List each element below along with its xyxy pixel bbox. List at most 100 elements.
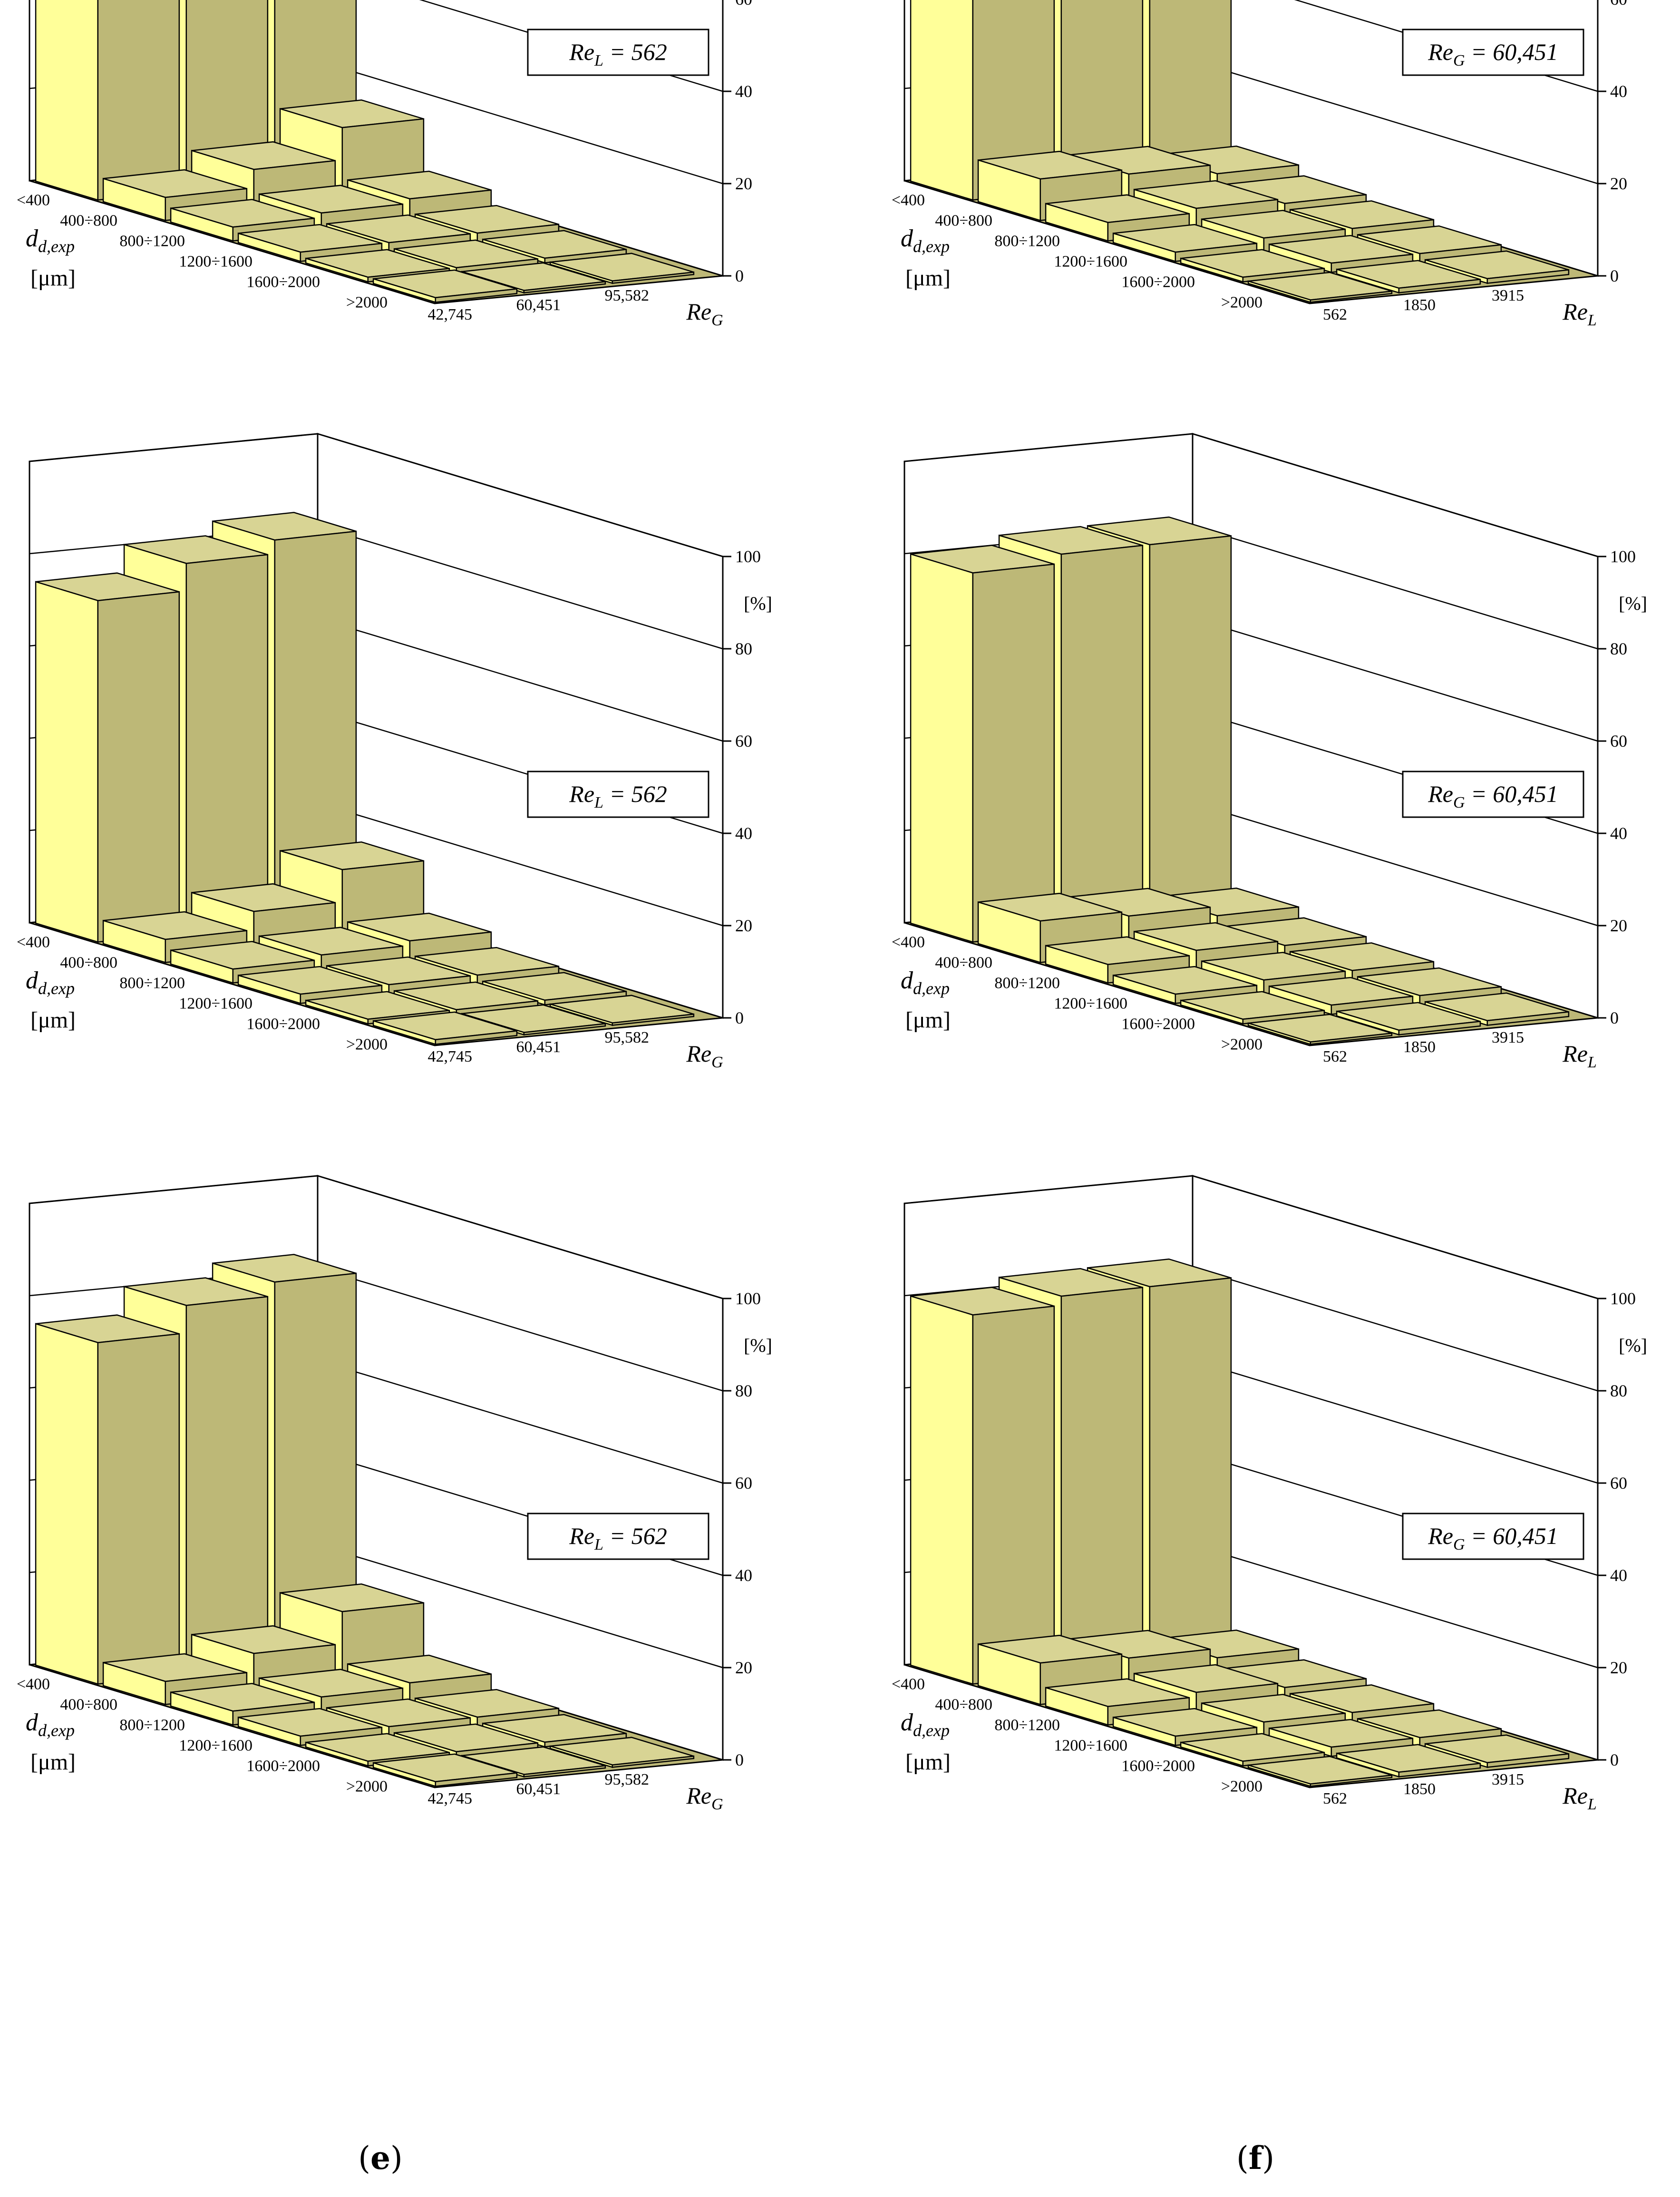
bar-side: [612, 271, 695, 284]
series-axis-title: ReL: [1562, 298, 1597, 329]
z-tick-label: 80: [735, 639, 752, 658]
gridline: [29, 433, 723, 557]
series-tick-label: 1850: [1403, 296, 1436, 314]
gridline: [904, 433, 1598, 557]
bar-side: [435, 288, 518, 303]
series-tick-label: 42,745: [428, 306, 473, 323]
z-tick-label: 0: [1610, 1008, 1619, 1027]
row-tick-label: 1200÷1600: [179, 995, 252, 1013]
bar-562-4: [1180, 1733, 1325, 1767]
legend-box: [1402, 29, 1584, 76]
legend-text: ReG = 60,451: [1428, 781, 1558, 811]
row-tick-label: 1200÷1600: [1054, 253, 1127, 271]
series-tick-label: 562: [1323, 1790, 1347, 1807]
bar-side: [523, 281, 606, 293]
row-axis-unit: [μm]: [905, 1007, 951, 1033]
bar-front: [35, 0, 99, 201]
row-tick-label: 1200÷1600: [1054, 995, 1127, 1013]
row-tick-label: 400÷800: [935, 212, 992, 230]
row-axis-title: dd,exp: [901, 1709, 950, 1740]
row-axis-unit: [μm]: [30, 265, 76, 291]
bar-side: [1060, 1287, 1144, 1675]
legend-text: ReG = 60,451: [1428, 39, 1558, 69]
legend-box: [527, 29, 709, 76]
legend-box: [1402, 1513, 1584, 1560]
z-tick-label: 100: [1610, 1289, 1636, 1308]
z-tick-label: 40: [735, 1566, 752, 1585]
bar-1850-5: [1336, 260, 1481, 294]
bar-1850-5: [1336, 1744, 1481, 1778]
z-tick-label: 0: [735, 1008, 744, 1027]
z-tick-label: 100: [735, 547, 761, 566]
legend-box: [527, 771, 709, 818]
series-axis-title: ReG: [686, 1782, 723, 1813]
row-axis-title: dd,exp: [901, 225, 950, 256]
bar-side: [1398, 1763, 1481, 1777]
legend-text: ReL = 562: [569, 1523, 667, 1553]
z-tick-label: 20: [735, 916, 752, 935]
row-axis-unit: [μm]: [30, 1007, 76, 1033]
bar-42,745-5: [372, 1753, 518, 1787]
row-tick-label: 800÷1200: [119, 975, 185, 992]
row-axis-title: dd,exp: [901, 967, 950, 998]
row-tick-label: 1600÷2000: [246, 1758, 320, 1775]
gridline: [904, 1175, 1598, 1299]
panel-caption-e: (e): [358, 2139, 403, 2177]
bar-side: [1486, 269, 1570, 284]
bar-562-4: [1180, 991, 1325, 1025]
row-tick-label: 1200÷1600: [1054, 1737, 1127, 1755]
z-tick-label: 20: [1610, 174, 1627, 193]
bar-95,582-5: [549, 253, 695, 284]
bar-side: [523, 1765, 606, 1777]
row-tick-label: <400: [892, 934, 925, 951]
bar-562-4: [1180, 249, 1325, 283]
chart-panel-a: 020406080100[%]<400400÷800800÷12001200÷1…: [17, 0, 752, 329]
legend-text: ReL = 562: [569, 39, 667, 69]
series-axis-title: ReG: [686, 1040, 723, 1071]
z-tick-label: 60: [735, 732, 752, 751]
z-tick-label: 60: [1610, 732, 1627, 751]
bar-front: [910, 0, 974, 201]
bar-front: [35, 1323, 99, 1685]
row-tick-label: <400: [892, 1676, 925, 1693]
series-tick-label: 60,451: [516, 296, 561, 314]
series-tick-label: 42,745: [428, 1048, 473, 1065]
row-tick-label: <400: [892, 192, 925, 209]
series-tick-label: 95,582: [605, 1029, 650, 1046]
series-tick-label: 60,451: [516, 1038, 561, 1056]
legend-box: [1402, 771, 1584, 818]
z-tick-label: 80: [1610, 1381, 1627, 1400]
row-tick-label: 1600÷2000: [1121, 273, 1195, 291]
series-tick-label: 42,745: [428, 1790, 473, 1807]
bar-42,745-0: [35, 572, 180, 943]
bar-side: [1149, 535, 1232, 924]
bar-side: [97, 0, 180, 201]
row-tick-label: 400÷800: [60, 954, 117, 972]
row-tick-label: 1600÷2000: [1121, 1758, 1195, 1775]
z-tick-label: 60: [735, 0, 752, 9]
z-unit-label: [%]: [744, 1335, 772, 1356]
row-axis-unit: [μm]: [905, 265, 951, 291]
legend-text: ReG = 60,451: [1428, 1523, 1558, 1553]
series-axis-title: ReL: [1562, 1782, 1597, 1813]
row-axis-title: dd,exp: [26, 225, 75, 256]
z-tick-label: 20: [735, 174, 752, 193]
bar-side: [1149, 1277, 1232, 1666]
z-tick-label: 100: [1610, 547, 1636, 566]
bar-side: [97, 591, 180, 943]
row-tick-label: >2000: [1221, 1778, 1262, 1796]
z-tick-label: 60: [1610, 0, 1627, 9]
bar-side: [1060, 545, 1144, 933]
series-axis-title: ReG: [686, 298, 723, 329]
z-tick-label: 100: [735, 1289, 761, 1308]
row-axis-title: dd,exp: [26, 1709, 75, 1740]
row-tick-label: 1200÷1600: [179, 1737, 252, 1755]
z-tick-label: 20: [735, 1658, 752, 1677]
bar-95,582-5: [549, 995, 695, 1026]
bar-side: [185, 554, 269, 933]
row-tick-label: <400: [17, 934, 50, 951]
row-tick-label: 1600÷2000: [246, 273, 320, 291]
z-tick-label: 20: [1610, 916, 1627, 935]
